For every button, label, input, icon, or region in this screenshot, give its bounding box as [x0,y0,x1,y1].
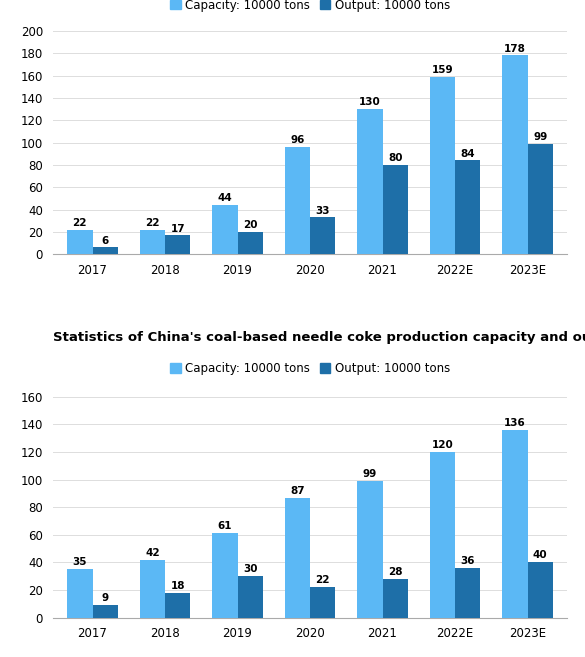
Bar [310,587,335,618]
Legend: Capacity: 10000 tons, Output: 10000 tons: Capacity: 10000 tons, Output: 10000 tons [165,0,455,16]
Text: Statistics of China's coal-based needle coke production capacity and output from: Statistics of China's coal-based needle … [53,331,585,344]
Legend: Capacity: 10000 tons, Output: 10000 tons: Capacity: 10000 tons, Output: 10000 tons [165,357,455,380]
Bar [285,497,310,618]
Bar [67,229,92,254]
Text: 130: 130 [359,97,381,107]
Text: 22: 22 [315,575,330,585]
Bar [528,562,553,618]
Text: 30: 30 [243,564,257,574]
Text: 136: 136 [504,418,526,428]
Text: 80: 80 [388,153,402,163]
Text: 33: 33 [315,206,330,215]
Bar [92,605,118,618]
Text: 35: 35 [73,557,87,567]
Text: 42: 42 [145,547,160,558]
Bar [67,570,92,618]
Bar [165,235,190,254]
Text: 96: 96 [290,135,305,145]
Text: 17: 17 [170,223,185,233]
Bar [357,109,383,254]
Text: 9: 9 [102,593,109,603]
Text: 99: 99 [533,132,548,142]
Text: 28: 28 [388,567,402,577]
Text: 22: 22 [145,218,160,228]
Bar [528,144,553,254]
Bar [502,55,528,254]
Bar [165,593,190,618]
Bar [140,229,165,254]
Text: 159: 159 [432,65,453,75]
Bar [238,576,263,618]
Bar [285,147,310,254]
Text: 178: 178 [504,44,526,54]
Bar [383,165,408,254]
Bar [383,579,408,618]
Text: 18: 18 [170,581,185,591]
Bar [238,232,263,254]
Text: 87: 87 [290,486,305,495]
Text: 44: 44 [218,193,232,204]
Bar [455,568,480,618]
Bar [502,430,528,618]
Text: 22: 22 [73,218,87,228]
Bar [212,205,238,254]
Bar [212,533,238,618]
Bar [140,560,165,618]
Text: 40: 40 [533,551,548,560]
Text: 120: 120 [432,440,453,450]
Text: 6: 6 [102,236,109,246]
Text: 84: 84 [460,148,475,159]
Text: 36: 36 [460,556,475,566]
Bar [455,160,480,254]
Text: 99: 99 [363,469,377,479]
Bar [430,77,455,254]
Bar [310,217,335,254]
Text: 61: 61 [218,522,232,532]
Text: 20: 20 [243,220,257,230]
Bar [92,248,118,254]
Bar [357,481,383,618]
Bar [430,452,455,618]
